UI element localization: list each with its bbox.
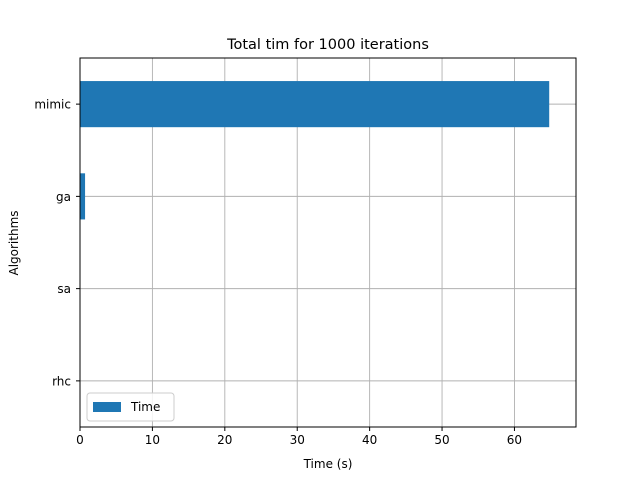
y-tick-label-mimic: mimic bbox=[34, 98, 71, 112]
y-axis-ticks: rhc sa ga mimic bbox=[34, 98, 80, 388]
x-axis-ticks: 0 10 20 30 40 50 60 bbox=[76, 427, 522, 447]
legend: Time bbox=[86, 392, 175, 422]
bar-ga bbox=[80, 173, 86, 220]
x-tick-label-3: 30 bbox=[290, 433, 305, 447]
x-tick-label-5: 50 bbox=[434, 433, 449, 447]
chart-title: Total tim for 1000 iterations bbox=[226, 37, 429, 53]
bar-mimic bbox=[80, 81, 550, 128]
legend-box bbox=[86, 392, 175, 422]
x-tick-label-4: 40 bbox=[362, 433, 377, 447]
x-tick-label-1: 10 bbox=[145, 433, 160, 447]
bars bbox=[80, 81, 550, 404]
y-tick-label-ga: ga bbox=[56, 190, 71, 204]
x-tick-label-6: 60 bbox=[507, 433, 522, 447]
x-axis-label: Time (s) bbox=[303, 457, 353, 471]
y-tick-label-rhc: rhc bbox=[52, 374, 71, 388]
y-axis-label: Algorithms bbox=[7, 210, 21, 275]
plot-frame bbox=[79, 57, 577, 428]
y-tick-label-sa: sa bbox=[57, 282, 71, 296]
x-tick-label-2: 20 bbox=[217, 433, 232, 447]
legend-swatch bbox=[93, 402, 121, 412]
legend-label-time: Time bbox=[130, 400, 160, 414]
x-tick-label-0: 0 bbox=[76, 433, 84, 447]
